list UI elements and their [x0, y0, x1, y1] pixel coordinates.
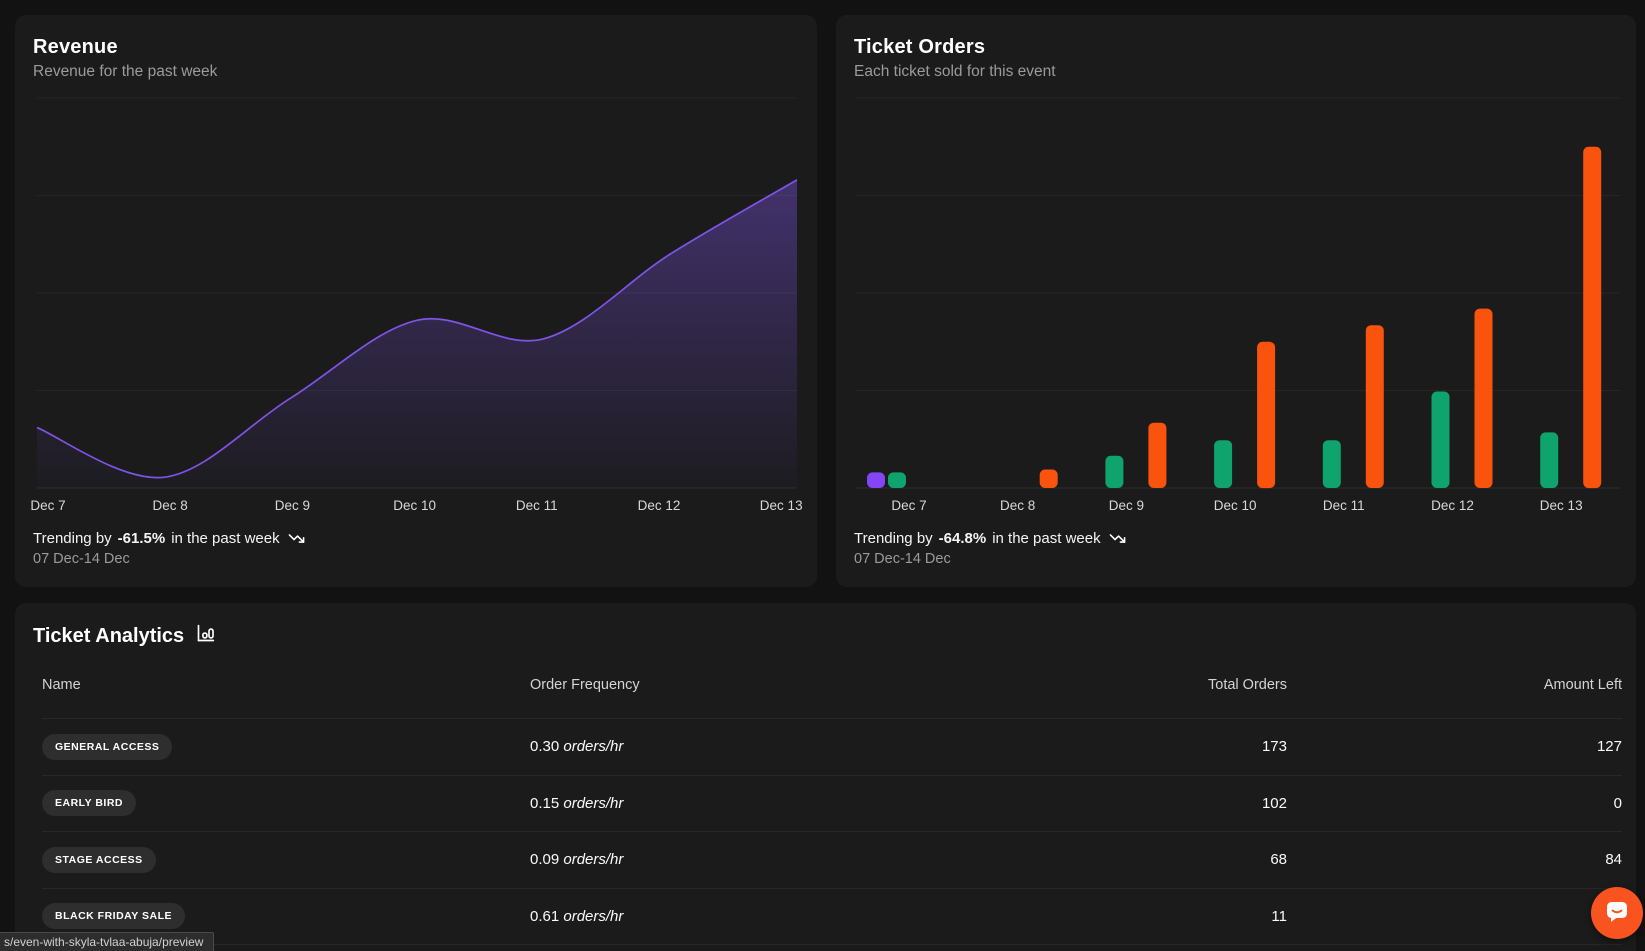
- column-header-total-orders[interactable]: Total Orders: [820, 677, 1287, 693]
- svg-text:Dec 10: Dec 10: [393, 498, 436, 513]
- chat-bubble-icon: [1603, 897, 1631, 930]
- bar-chart-icon: [195, 623, 216, 649]
- statusbar-link-preview: s/even-with-skyla-tvlaa-abuja/preview: [0, 932, 214, 951]
- svg-text:Dec 10: Dec 10: [1214, 498, 1257, 513]
- trend-prefix: Trending by: [33, 530, 112, 547]
- trend-suffix: in the past week: [171, 530, 279, 547]
- orders-date-range: 07 Dec-14 Dec: [854, 551, 1126, 567]
- total-orders-value: 173: [820, 738, 1287, 755]
- ticket-name-badge: STAGE ACCESS: [42, 847, 156, 873]
- amount-left-value: 127: [1287, 738, 1622, 755]
- orders-card-footer: Trending by -64.8% in the past week 07 D…: [854, 530, 1126, 567]
- svg-text:Dec 7: Dec 7: [891, 498, 926, 513]
- column-header-name[interactable]: Name: [42, 677, 530, 693]
- ticket-orders-card: Ticket Orders Each ticket sold for this …: [836, 15, 1636, 587]
- revenue-trend: Trending by -61.5% in the past week: [33, 530, 305, 547]
- svg-text:Dec 7: Dec 7: [30, 498, 65, 513]
- trending-down-icon: [1109, 530, 1126, 547]
- svg-text:Dec 12: Dec 12: [1431, 498, 1474, 513]
- svg-text:Dec 9: Dec 9: [275, 498, 310, 513]
- ticket-name-badge: EARLY BIRD: [42, 790, 136, 816]
- ticket-orders-bar-chart[interactable]: Dec 7 Dec 8 Dec 9 Dec 10 Dec 11 Dec 12 Dec 13: [836, 15, 1636, 587]
- frequency-unit: orders/hr: [563, 738, 623, 755]
- frequency-unit: orders/hr: [563, 795, 623, 812]
- ticket-analytics-card: Ticket Analytics Name Order Frequency To…: [15, 603, 1636, 951]
- trend-suffix: in the past week: [992, 530, 1100, 547]
- table-row[interactable]: BLACK FRIDAY SALE 0.61 orders/hr 11: [42, 888, 1622, 945]
- svg-text:Dec 8: Dec 8: [1000, 498, 1035, 513]
- table-row[interactable]: STAGE ACCESS 0.09 orders/hr 68 84: [42, 831, 1622, 888]
- analytics-title: Ticket Analytics: [33, 625, 184, 648]
- total-orders-value: 68: [820, 851, 1287, 868]
- trend-percent: -61.5%: [118, 530, 166, 547]
- frequency-value: 0.09: [530, 851, 559, 868]
- frequency-value: 0.61: [530, 908, 559, 925]
- analytics-header: Ticket Analytics: [33, 623, 216, 649]
- revenue-card: Revenue Revenue for the past week Dec 7D…: [15, 15, 817, 587]
- orders-trend: Trending by -64.8% in the past week: [854, 530, 1126, 547]
- frequency-value: 0.30: [530, 738, 559, 755]
- total-orders-value: 102: [820, 795, 1287, 812]
- svg-text:Dec 8: Dec 8: [153, 498, 188, 513]
- svg-text:Dec 11: Dec 11: [1323, 498, 1365, 513]
- svg-text:Dec 12: Dec 12: [638, 498, 681, 513]
- table-header-row: Name Order Frequency Total Orders Amount…: [42, 677, 1622, 693]
- column-header-order-frequency[interactable]: Order Frequency: [530, 677, 820, 693]
- table-row[interactable]: EARLY BIRD 0.15 orders/hr 102 0: [42, 775, 1622, 832]
- amount-left-value: 0: [1287, 795, 1622, 812]
- trend-percent: -64.8%: [939, 530, 987, 547]
- trend-prefix: Trending by: [854, 530, 933, 547]
- ticket-name-badge: GENERAL ACCESS: [42, 734, 172, 760]
- total-orders-value: 11: [820, 908, 1287, 925]
- table-body: GENERAL ACCESS 0.30 orders/hr 173 127 EA…: [42, 718, 1622, 945]
- frequency-value: 0.15: [530, 795, 559, 812]
- frequency-unit: orders/hr: [563, 851, 623, 868]
- table-row[interactable]: GENERAL ACCESS 0.30 orders/hr 173 127: [42, 718, 1622, 775]
- trending-down-icon: [288, 530, 305, 547]
- svg-text:Dec 11: Dec 11: [516, 498, 558, 513]
- revenue-area-chart[interactable]: Dec 7 Dec 8 Dec 9 Dec 10 Dec 11 Dec 12 Dec 13: [15, 15, 817, 587]
- statusbar-url: s/even-with-skyla-tvlaa-abuja/preview: [4, 935, 203, 949]
- revenue-card-footer: Trending by -61.5% in the past week 07 D…: [33, 530, 305, 567]
- chat-launcher-button[interactable]: [1591, 887, 1643, 939]
- svg-text:Dec 13: Dec 13: [1540, 498, 1583, 513]
- svg-text:Dec 13: Dec 13: [760, 498, 803, 513]
- column-header-amount-left[interactable]: Amount Left: [1287, 677, 1622, 693]
- ticket-name-badge: BLACK FRIDAY SALE: [42, 903, 185, 929]
- svg-text:Dec 9: Dec 9: [1109, 498, 1144, 513]
- frequency-unit: orders/hr: [563, 908, 623, 925]
- revenue-date-range: 07 Dec-14 Dec: [33, 551, 305, 567]
- amount-left-value: 84: [1287, 851, 1622, 868]
